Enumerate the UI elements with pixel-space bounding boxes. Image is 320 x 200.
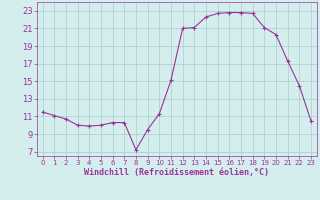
X-axis label: Windchill (Refroidissement éolien,°C): Windchill (Refroidissement éolien,°C)	[84, 168, 269, 177]
